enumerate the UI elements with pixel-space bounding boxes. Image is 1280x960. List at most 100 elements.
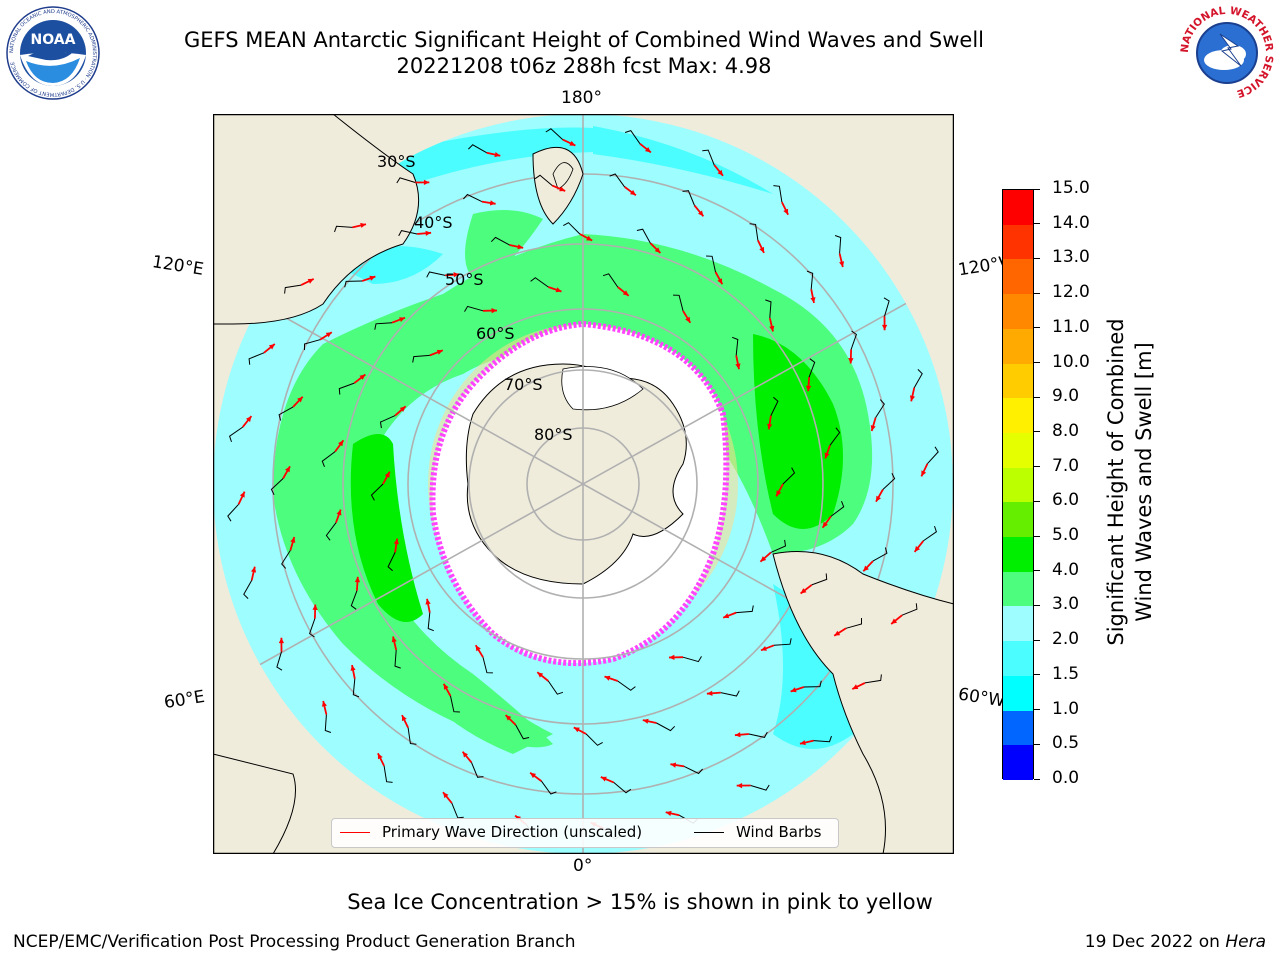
colorbar-tick [1034,292,1040,294]
wind-barb [923,525,937,542]
colorbar-tick-label: 3.0 [1052,594,1080,615]
colorbar-tick [1034,604,1040,606]
wind-barb [673,294,684,311]
wind-barb [773,638,792,646]
wave-arrow-head [290,537,296,543]
wind-barb [702,149,715,166]
wave-arrow-head [517,244,524,250]
wind-barb [683,765,703,775]
wave-arrow-head [665,810,672,816]
footer-credit: NCEP/EMC/Verification Post Processing Pr… [13,932,576,952]
wind-barb [749,223,759,241]
wave-arrow-head [491,308,497,314]
wave-arrow-head [760,556,767,562]
wind-barb [270,478,284,496]
wave-arrow-head [736,783,743,789]
sea-ice-note: Sea Ice Concentration > 15% is shown in … [347,890,933,914]
wind-barb [284,284,302,294]
wave-arrow-head [909,395,915,402]
wave-arrow-head [767,423,773,430]
wave-arrow-head [530,772,536,779]
wind-barb [808,358,816,378]
colorbar-segment [1003,502,1033,538]
colorbar-segment [1003,190,1033,225]
wave-arrow-head [759,246,764,253]
wave-arrow-head [761,646,767,651]
wind-barb [765,299,772,318]
noaa-logo: NOAA NATIONAL OCEANIC AND ATMOSPHERIC AD… [6,6,100,100]
wind-barb [412,354,430,363]
wind-barb [720,690,740,697]
wind-barb [374,322,393,330]
colorbar-tick-label: 13.0 [1052,247,1090,268]
wind-barb [829,427,841,446]
wave-arrow-head [338,440,344,447]
wind-barb [736,605,754,614]
colorbar-segment [1003,537,1033,572]
colorbar-tick-label: 1.5 [1052,663,1080,684]
wave-arrow-head [848,358,854,364]
wind-barb [813,735,832,743]
colorbar-tick-label: 14.0 [1052,212,1090,233]
colorbar-tick-label: 11.0 [1052,316,1090,337]
wave-arrow-head [402,715,407,722]
wave-arrow-head [852,684,859,690]
chart-subtitle: 20221208 t06z 288h fcst Max: 4.98 [396,54,772,78]
wind-barb [927,446,939,465]
wind-barb [387,552,396,572]
wave-arrow-head [921,470,927,477]
wind-barb [545,128,564,140]
wave-arrow-head [559,186,566,192]
wave-arrow-head [776,490,782,497]
colorbar-tick [1034,362,1040,364]
wave-arrow-head [239,491,245,498]
wave-arrow-head [863,565,869,572]
footer-date: 19 Dec 2022 on Hera [1085,932,1266,952]
wind-barb [471,762,484,778]
colorbar-tick-label: 1.0 [1052,698,1080,719]
lat-label-40s: 40°S [414,213,453,232]
wave-arrow-head [453,272,460,278]
wind-barb [547,680,564,695]
wave-arrow-head [251,566,257,573]
wave-arrow-head [354,576,361,583]
wind-barb [845,618,862,629]
wave-arrow-head [425,230,432,236]
wind-barb [534,174,553,186]
colorbar [1002,189,1034,780]
colorbar-tick-label: 6.0 [1052,490,1080,511]
colorbar-segment [1003,259,1033,295]
colorbar-tick [1034,500,1040,502]
lon-label-60e: 60°E [162,686,207,714]
wave-arrow-head [717,278,723,285]
wave-arrow-head [876,495,881,502]
footer-date-text: 19 Dec 2022 on [1084,932,1226,952]
wind-barb [482,657,493,674]
map-legend: Primary Wave Direction (unscaled) Wind B… [331,818,839,848]
wave-arrow-head [622,290,629,296]
wave-arrow-head [443,683,449,690]
wind-barb [324,714,332,733]
wind-barb [830,501,845,517]
wind-barb [309,618,316,638]
colorbar-tick [1034,188,1040,190]
wind-barb [276,651,283,671]
wind-barb [540,780,557,795]
wind-barb [803,680,822,688]
wind-barb [613,782,632,794]
wind-barb [398,230,418,237]
colorbar-tick-label: 15.0 [1052,178,1090,198]
wind-barb [875,399,885,418]
lat-label-80s: 80°S [534,425,573,444]
wind-barb [901,603,918,616]
wave-arrow-head [307,278,314,284]
wave-arrow-head [321,701,327,707]
wind-barb [811,573,828,586]
wave-arrow-head [537,672,544,678]
wave-arrow-head [436,349,443,355]
wave-arrow-head [350,665,356,671]
wave-arrow-head [735,363,741,370]
wave-arrow-head [685,316,691,323]
wave-arrow-head [325,332,332,338]
colorbar-tick-label: 5.0 [1052,525,1080,546]
